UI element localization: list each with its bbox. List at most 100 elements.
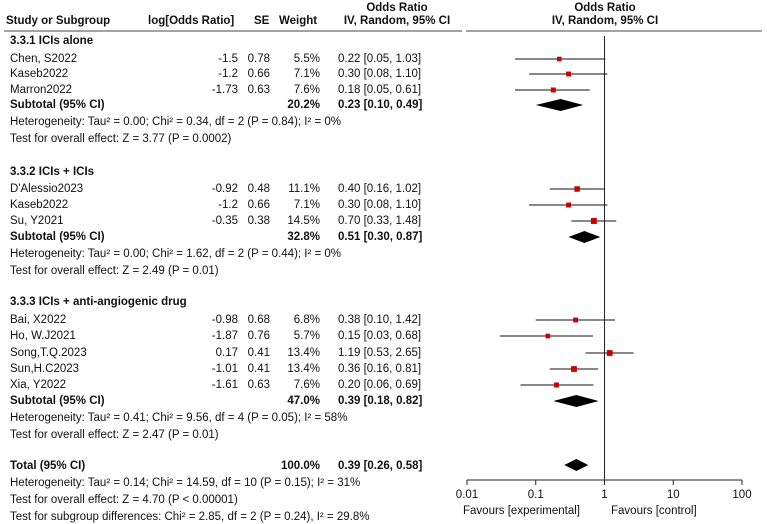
study-name: D'Alessio2023 [10,183,84,195]
study-log-or: -0.35 [211,215,238,227]
plot-header-title: Odds Ratio [574,2,636,14]
study-name: Song,T.Q.2023 [10,347,87,359]
study-se: 0.38 [247,215,270,227]
study-point-marker [566,202,572,208]
study-log-or: -1.01 [211,363,238,375]
study-se: 0.68 [247,314,270,326]
study-name: Su, Y2021 [10,215,64,227]
study-point-marker [545,333,551,339]
total-diamond [564,459,589,471]
study-point-marker [566,71,572,77]
study-weight: 11.1% [288,183,320,195]
study-name: Marron2022 [10,84,73,96]
study-log-or: -1.61 [211,379,238,391]
subtotal-label: Subtotal (95% CI) [10,99,105,111]
study-name: Kaseb2022 [10,68,69,80]
study-log-or: -1.5 [218,53,238,65]
x-tick-label: 1 [601,489,607,501]
study-weight: 6.8% [293,314,320,326]
study-se: 0.41 [247,347,270,359]
subtotal-label: Subtotal (95% CI) [10,395,105,407]
header-study: Study or Subgroup [6,15,111,27]
overall-effect-text: Test for overall effect: Z = 4.70 (P < 0… [10,494,238,506]
study-se: 0.48 [247,183,270,195]
study-point-marker [571,366,577,372]
study-point-marker [550,87,556,93]
study-name: Ho, W.J2021 [10,330,76,342]
study-or-ci: 0.38 [0.10, 1.42] [338,314,422,326]
subtotal-diamond [535,99,584,111]
heterogeneity-text: Heterogeneity: Tau² = 0.00; Chi² = 1.62,… [10,248,342,260]
header-weight: Weight [279,15,318,27]
study-se: 0.41 [247,363,270,375]
overall-effect-text: Test for overall effect: Z = 2.47 (P = 0… [10,429,219,441]
study-log-or: -1.2 [218,199,238,211]
x-tick-label: 10 [667,489,680,501]
subtotal-or-ci: 0.23 [0.10, 0.49] [338,99,423,111]
subtotal-or-ci: 0.39 [0.18, 0.82] [338,395,423,407]
study-se: 0.78 [247,53,270,65]
subtotal-weight: 47.0% [287,395,320,407]
total-or-ci: 0.39 [0.26, 0.58] [338,460,423,472]
study-log-or: -0.98 [211,314,238,326]
study-or-ci: 0.15 [0.03, 0.68] [338,330,422,342]
heterogeneity-text: Heterogeneity: Tau² = 0.00; Chi² = 0.34,… [10,116,342,128]
study-point-marker [574,186,580,192]
study-weight: 5.5% [293,53,320,65]
study-log-or: 0.17 [215,347,238,359]
subtotal-diamond [568,231,601,243]
study-or-ci: 0.40 [0.16, 1.02] [338,183,422,195]
subgroup-title: 3.3.3 ICIs + anti-angiogenic drug [10,296,187,308]
x-tick-label: 0.1 [528,489,544,501]
study-name: Chen, S2022 [10,53,78,65]
favours-experimental-label: Favours [experimental] [463,505,580,517]
heterogeneity-text: Heterogeneity: Tau² = 0.14; Chi² = 14.59… [10,477,361,489]
x-tick-label: 100 [732,489,751,501]
subgroup-title: 3.3.1 ICIs alone [10,35,94,47]
study-weight: 13.4% [287,347,320,359]
study-or-ci: 0.30 [0.08, 1.10] [338,68,422,80]
header-se: SE [254,15,270,27]
x-tick-label: 0.01 [456,489,478,501]
study-point-marker [590,218,597,224]
study-se: 0.66 [247,199,270,211]
study-or-ci: 0.22 [0.05, 1.03] [338,53,422,65]
study-weight: 7.1% [293,199,320,211]
study-point-marker [553,382,559,388]
study-se: 0.66 [247,68,270,80]
subtotal-or-ci: 0.51 [0.30, 0.87] [338,231,423,243]
subgroup-differences-text: Test for subgroup differences: Chi² = 2.… [10,511,370,523]
study-weight: 5.7% [293,330,320,342]
study-point-marker [556,56,562,62]
study-weight: 14.5% [287,215,320,227]
study-or-ci: 1.19 [0.53, 2.65] [338,347,422,359]
study-or-ci: 0.18 [0.05, 0.61] [338,84,422,96]
study-or-ci: 0.20 [0.06, 0.69] [338,379,422,391]
study-point-marker [573,317,579,323]
favours-control-label: Favours [control] [611,505,697,517]
overall-effect-text: Test for overall effect: Z = 2.49 (P = 0… [10,265,219,277]
study-se: 0.63 [247,379,270,391]
subtotal-weight: 20.2% [287,99,320,111]
total-weight: 100.0% [280,460,320,472]
study-log-or: -1.2 [218,68,238,80]
study-weight: 7.1% [293,68,320,80]
study-or-ci: 0.30 [0.08, 1.10] [338,199,422,211]
total-label: Total (95% CI) [10,460,86,472]
plot-header-method: IV, Random, 95% CI [551,15,659,27]
study-name: Sun,H.C2023 [10,363,80,375]
study-or-ci: 0.70 [0.33, 1.48] [338,215,422,227]
study-weight: 7.6% [293,379,320,391]
study-point-marker [606,350,613,356]
header-or-method: IV, Random, 95% CI [343,15,451,27]
overall-effect-text: Test for overall effect: Z = 3.77 (P = 0… [10,133,232,145]
study-log-or: -0.92 [211,183,238,195]
subtotal-weight: 32.8% [287,231,320,243]
study-name: Xia, Y2022 [10,379,67,391]
study-log-or: -1.87 [211,330,238,342]
study-weight: 13.4% [287,363,320,375]
heterogeneity-text: Heterogeneity: Tau² = 0.41; Chi² = 9.56,… [10,412,348,424]
header-log-or: log[Odds Ratio] [148,15,235,27]
study-se: 0.76 [247,330,270,342]
